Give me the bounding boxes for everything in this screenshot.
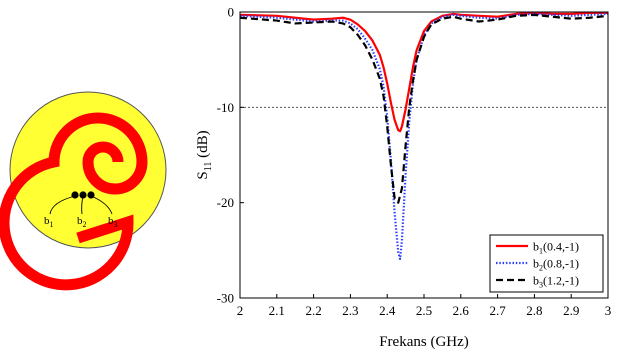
feed-leader-b3: [90, 195, 113, 215]
y-tick-label: -10: [217, 100, 234, 115]
x-tick-label: 2.2: [305, 303, 321, 318]
x-tick-label: 2.6: [453, 303, 470, 318]
legend-label-b3: b3(1.2,-1): [533, 274, 579, 290]
legend-label-b2: b2(0.8,-1): [533, 257, 579, 273]
legend-label-rest: (0.8,-1): [543, 257, 579, 271]
legend-label-main: b: [533, 274, 539, 288]
feed-point-b1: [71, 191, 79, 199]
x-tick-label: 2: [237, 303, 244, 318]
tick-layer: 2 2.1 2.2 2.3 2.4 2.5 2.6 2.7 2.8 2.9 3 0 -10 -20 -30: [217, 5, 612, 319]
x-tick-label: 2.3: [342, 303, 358, 318]
feed-label-b2: b2: [77, 215, 87, 229]
y-axis-label: S11 (dB): [195, 130, 214, 179]
x-tick-label: 2.8: [526, 303, 542, 318]
series-line-b3: [239, 13, 609, 204]
feed-leader-b1: [49, 195, 76, 215]
y-axis-label-sub: 11: [203, 162, 214, 172]
spiral-radiator: [0, 112, 148, 291]
legend-label-b1: b1(0.4,-1): [533, 240, 579, 256]
x-axis-label: Frekans (GHz): [379, 334, 469, 350]
feed-label-b3: b3: [108, 215, 118, 229]
x-tick-label: 2.7: [489, 303, 506, 318]
y-axis-label-main: S: [195, 171, 211, 179]
x-tick-label: 2.4: [379, 303, 396, 318]
y-tick-label: -20: [217, 195, 234, 210]
x-tick-label: 2.9: [563, 303, 579, 318]
antenna-diagram: b1 b2 b3: [0, 91, 167, 291]
x-tick-label: 2.1: [269, 303, 285, 318]
x-tick-label: 3: [605, 303, 612, 318]
feed-point-b2: [79, 191, 87, 199]
legend-label-sub: 1: [539, 247, 543, 256]
series-layer: [239, 11, 609, 261]
legend-label-main: b: [533, 240, 539, 254]
series-line-b2: [239, 12, 609, 261]
feed-label-b1: b1: [44, 215, 54, 229]
series-line-b1: [239, 11, 608, 133]
y-tick-label: -30: [217, 291, 234, 306]
y-tick-label: 0: [228, 5, 235, 20]
legend: b1(0.4,-1)b2(0.8,-1)b3(1.2,-1): [489, 234, 604, 293]
legend-label-rest: (0.4,-1): [543, 240, 579, 254]
legend-label-main: b: [533, 257, 539, 271]
y-axis-label-unit: (dB): [195, 130, 211, 161]
legend-label-sub: 3: [539, 281, 543, 290]
feed-leader-b2: [81, 195, 84, 215]
legend-label-sub: 2: [539, 264, 543, 273]
legend-label-rest: (1.2,-1): [543, 274, 579, 288]
x-tick-label: 2.5: [416, 303, 432, 318]
legend-box: [489, 234, 604, 293]
chart: 2 2.1 2.2 2.3 2.4 2.5 2.6 2.7 2.8 2.9 30-10-20-30 …: [195, 5, 611, 351]
